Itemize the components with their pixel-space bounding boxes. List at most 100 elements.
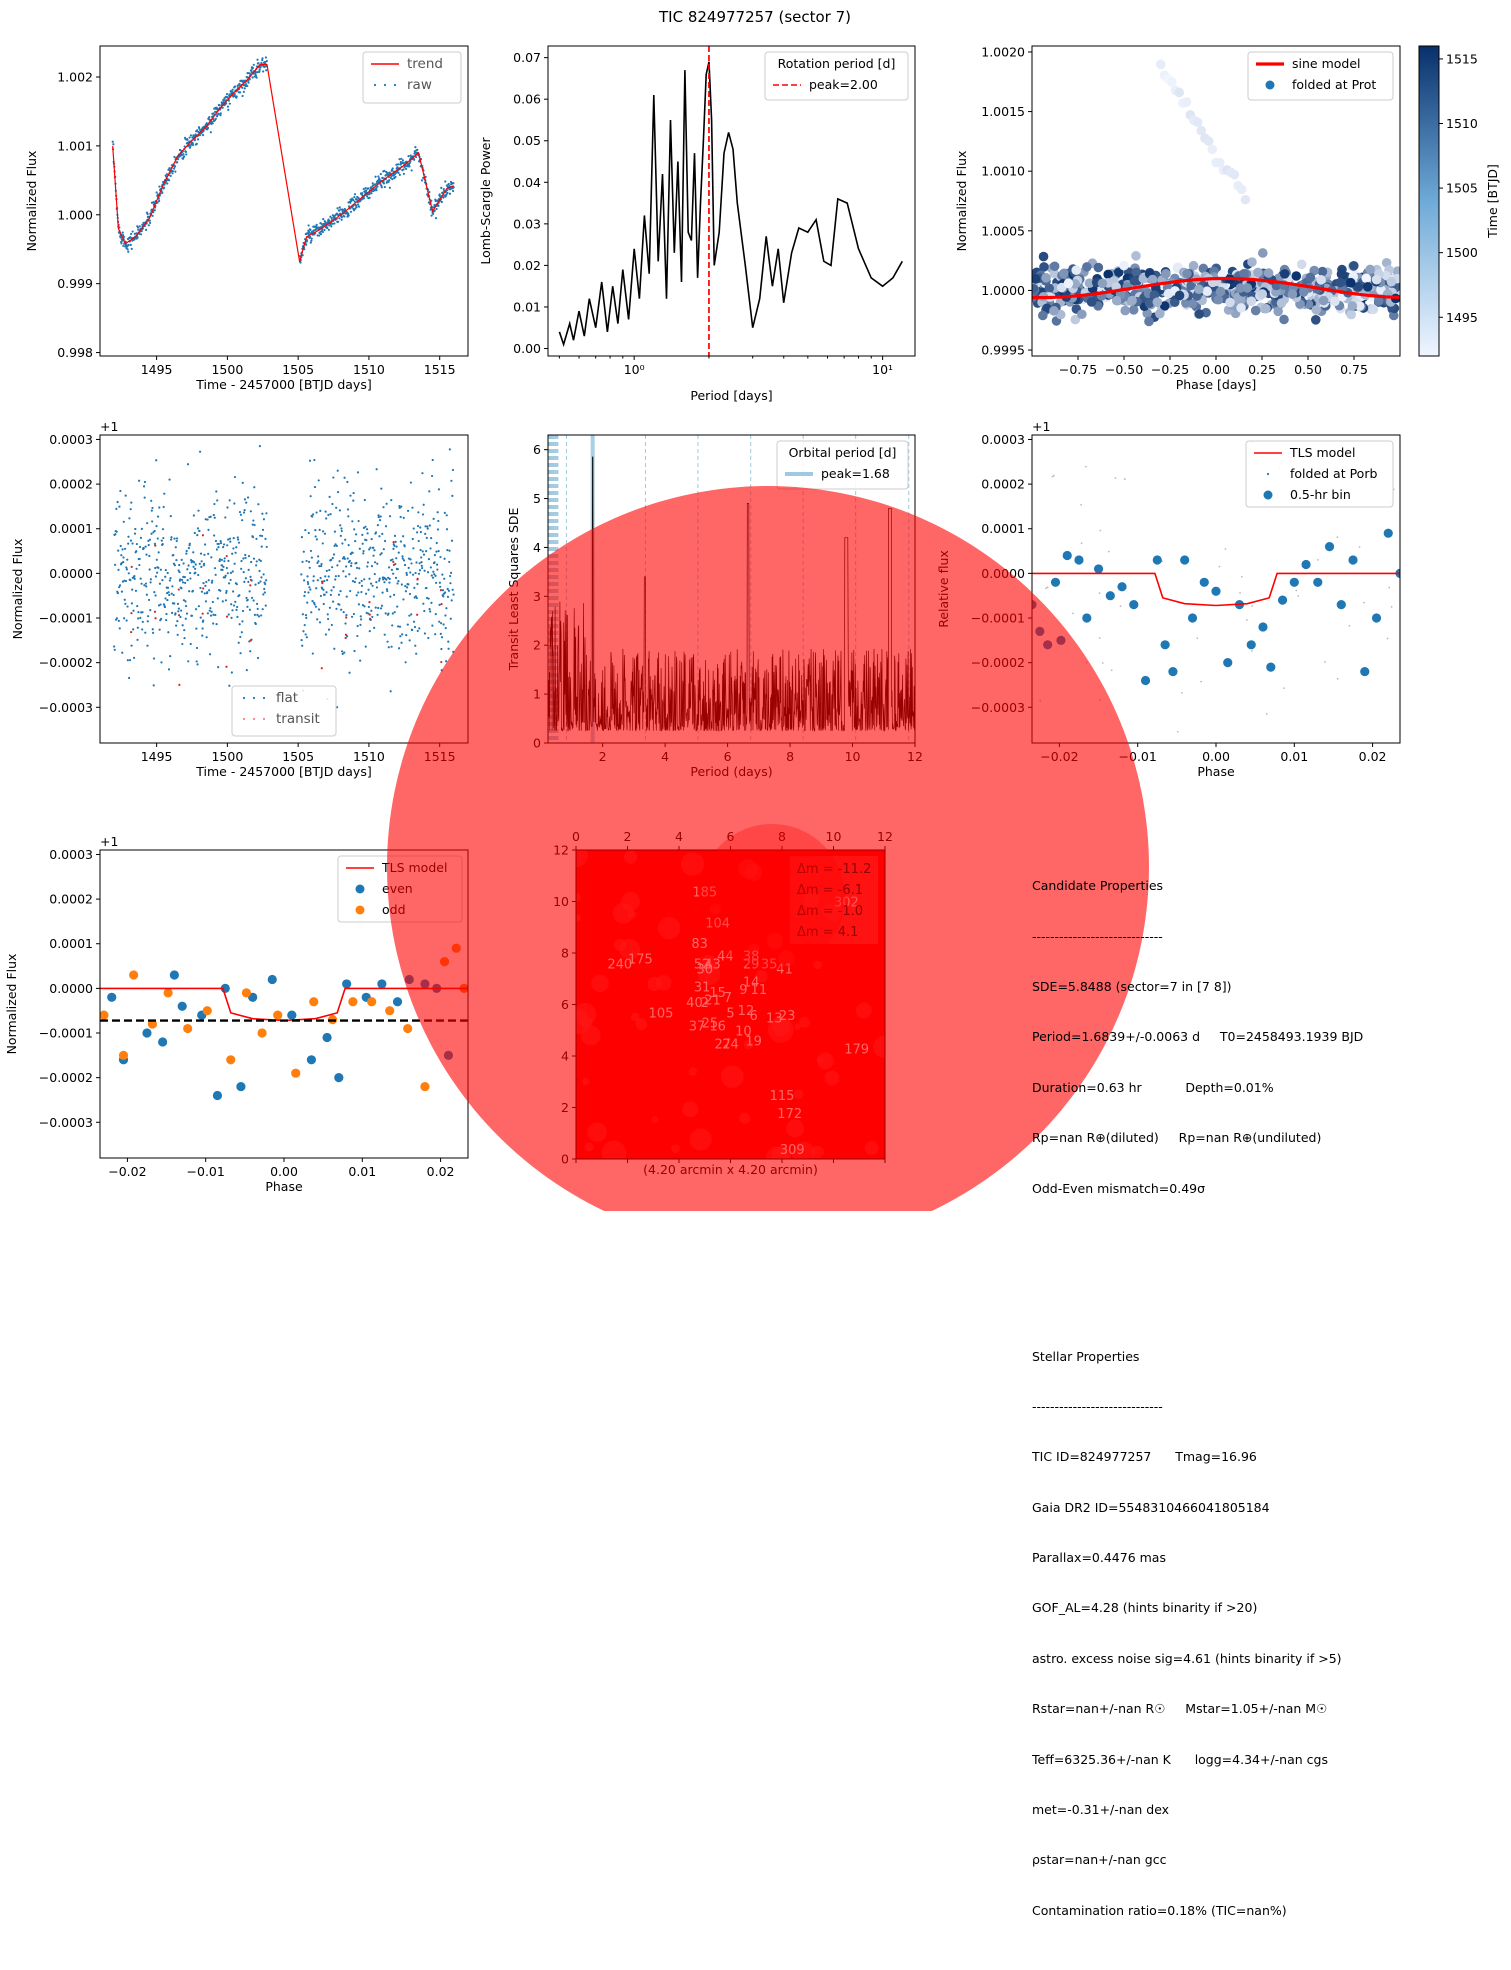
flat-point <box>334 543 337 546</box>
folded-point <box>1103 269 1113 280</box>
folded-point <box>1386 637 1389 640</box>
raw-point <box>305 243 308 246</box>
raw-point <box>371 182 374 185</box>
folded-point <box>1348 261 1359 271</box>
raw-point <box>241 94 244 98</box>
flat-point <box>354 533 358 536</box>
flat-point <box>123 547 127 550</box>
raw-point <box>121 233 125 237</box>
flat-point <box>145 585 148 588</box>
flat-point <box>376 562 379 565</box>
raw-point <box>446 191 449 195</box>
raw-point <box>189 134 192 137</box>
bin-point <box>1277 595 1288 605</box>
raw-point <box>122 235 126 239</box>
flat-point <box>363 605 366 608</box>
flat-point <box>351 520 354 523</box>
flat-point <box>397 625 400 628</box>
stellar-line: Rstar=nan+/-nan R☉ Mstar=1.05+/-nan M☉ <box>1032 1701 1328 1717</box>
raw-point <box>322 218 325 221</box>
flat-point <box>232 590 235 593</box>
flat-point <box>397 579 400 583</box>
flat-point <box>328 495 331 499</box>
flat-point <box>445 607 448 610</box>
flat-point <box>379 607 383 610</box>
flat-point <box>435 563 439 566</box>
flat-point <box>300 573 303 576</box>
raw-point <box>183 145 186 148</box>
folded-point <box>1198 263 1209 274</box>
flat-point <box>387 646 390 649</box>
flat-point <box>368 577 371 580</box>
flat-point <box>313 603 316 606</box>
raw-point <box>398 173 401 176</box>
flat-point <box>434 633 437 636</box>
flat-point <box>170 611 174 615</box>
folded-point <box>1298 287 1309 297</box>
odd-point <box>273 1010 283 1020</box>
raw-point <box>201 134 205 137</box>
x-tick-label: 0.01 <box>1280 749 1308 764</box>
flat-point <box>372 546 375 549</box>
folded-point <box>1144 316 1154 327</box>
flat-point <box>400 583 403 586</box>
transit-point <box>344 633 348 636</box>
flat-point <box>114 533 117 536</box>
raw-point <box>171 170 174 173</box>
flat-point <box>221 600 224 603</box>
flat-point <box>215 623 218 626</box>
flat-point <box>173 602 176 605</box>
folded-point <box>1214 157 1225 168</box>
raw-point <box>330 217 333 220</box>
flat-point <box>147 543 150 547</box>
flat-point <box>224 599 228 602</box>
flat-point <box>252 557 256 560</box>
bin-point <box>1360 666 1370 677</box>
raw-point <box>124 245 127 248</box>
folded-point <box>1045 587 1047 590</box>
flat-point <box>419 526 422 529</box>
flat-point <box>239 513 242 516</box>
flat-point <box>314 535 317 538</box>
flat-point <box>163 492 166 495</box>
flat-point <box>208 589 211 592</box>
raw-point <box>243 87 246 90</box>
flat-point <box>387 576 390 579</box>
flat-point <box>225 589 228 593</box>
raw-point <box>214 117 217 120</box>
flat-point <box>377 514 380 517</box>
raw-point <box>366 195 369 198</box>
flat-point <box>158 628 161 631</box>
legend-label: peak=1.68 <box>821 466 890 481</box>
flat-point <box>227 538 230 541</box>
flat-point <box>374 606 377 609</box>
flat-point <box>396 568 399 571</box>
raw-point <box>310 237 313 240</box>
flat-point <box>118 505 121 508</box>
flat-point <box>138 557 141 561</box>
flat-point <box>334 578 337 581</box>
flat-point <box>124 494 127 497</box>
legend-frame <box>1245 440 1394 508</box>
folded-point <box>1388 586 1391 589</box>
flat-point <box>230 616 233 619</box>
bin-point <box>1105 591 1115 601</box>
flat-point <box>427 558 431 561</box>
x-axis-label: Phase <box>1197 764 1235 779</box>
flat-point <box>246 598 249 602</box>
flat-point <box>233 502 236 505</box>
flat-point <box>252 519 255 522</box>
raw-point <box>330 225 333 228</box>
odd-point <box>147 1019 158 1029</box>
raw-point <box>380 186 383 189</box>
folded-point <box>1131 267 1142 278</box>
folded-point <box>1063 278 1074 289</box>
flat-point <box>410 562 413 565</box>
flat-point <box>115 617 119 620</box>
x-tick-label: −0.50 <box>1105 362 1143 377</box>
flat-point <box>395 545 398 548</box>
flat-point <box>419 530 422 534</box>
flat-point <box>203 592 206 595</box>
flat-point <box>445 514 448 517</box>
stellar-line: met=-0.31+/-nan dex <box>1032 1802 1170 1818</box>
